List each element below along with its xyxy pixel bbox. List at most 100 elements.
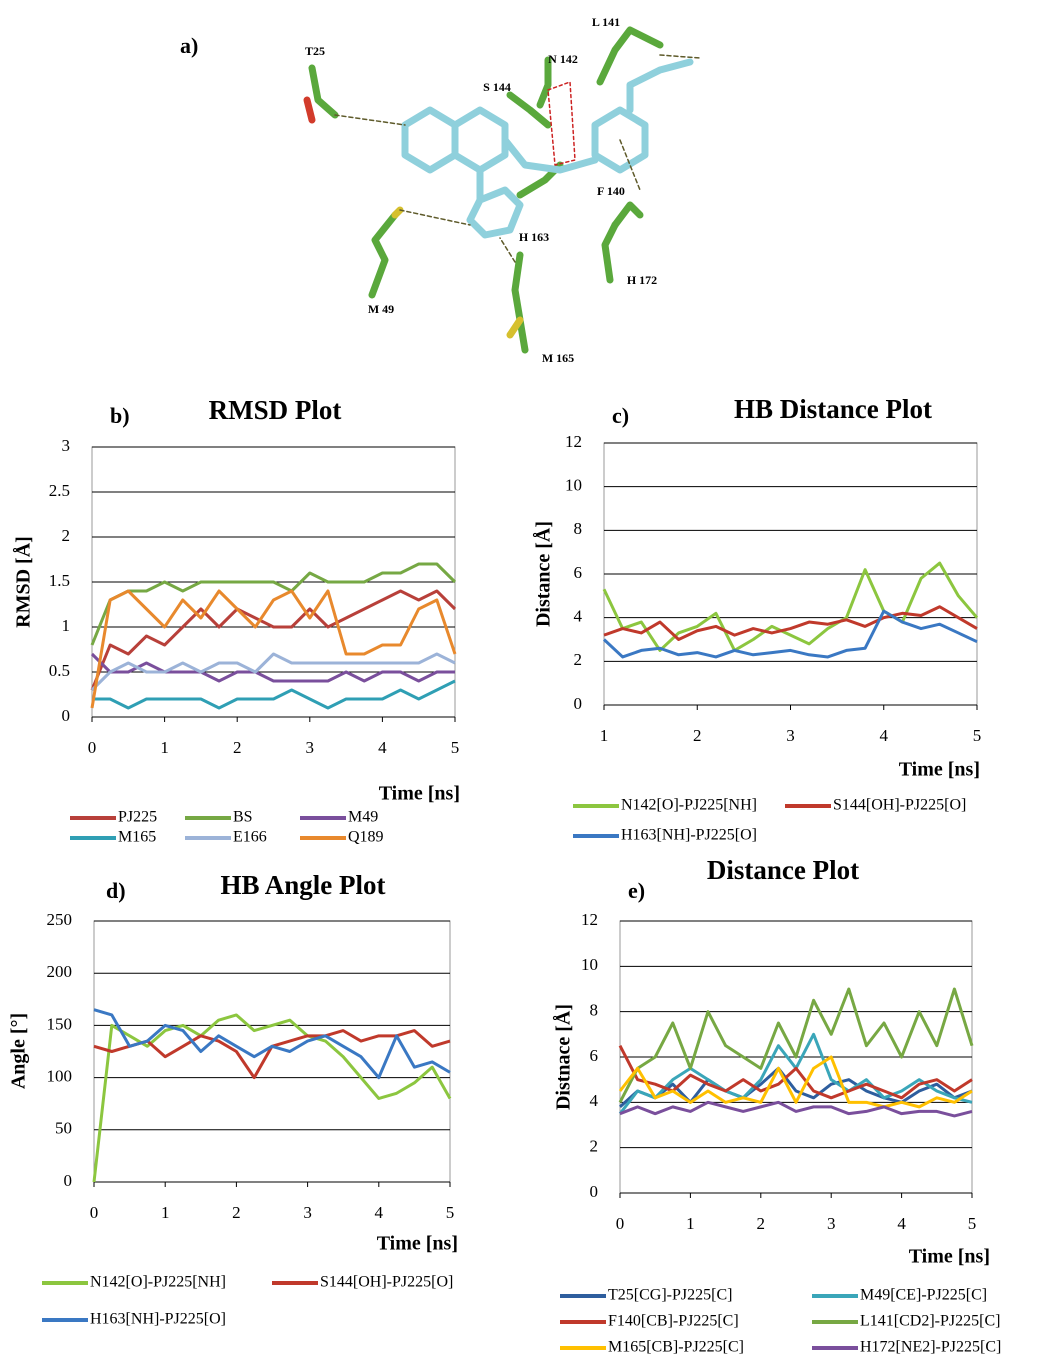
chart-title: RMSD Plot — [209, 395, 342, 425]
legend-label: E166 — [233, 829, 267, 846]
y-axis-label: RMSD [Å] — [12, 536, 35, 628]
series-line — [620, 1057, 972, 1107]
panel-label: d) — [106, 878, 126, 903]
panel-label: c) — [612, 403, 629, 428]
x-tick-label: 3 — [786, 726, 795, 745]
y-axis-label: Angle [°] — [8, 1013, 30, 1089]
x-tick-label: 2 — [232, 1203, 241, 1222]
legend-label: M165 — [118, 829, 156, 846]
series-line — [92, 681, 455, 708]
legend-label: S144[OH]-PJ225[O] — [833, 797, 966, 814]
legend-label: N142[O]-PJ225[NH] — [90, 1274, 226, 1291]
residue-label: T25 — [305, 44, 325, 58]
y-axis-label: Distance [Å] — [532, 521, 555, 627]
y-tick-label: 12 — [581, 910, 598, 929]
x-tick-label: 5 — [451, 738, 460, 757]
x-tick-label: 1 — [161, 1203, 170, 1222]
x-tick-label: 1 — [686, 1214, 695, 1233]
y-tick-label: 8 — [574, 519, 583, 538]
y-tick-label: 50 — [55, 1119, 72, 1138]
y-tick-label: 2 — [62, 526, 71, 545]
x-tick-label: 3 — [303, 1203, 312, 1222]
y-tick-label: 1.5 — [49, 571, 70, 590]
chart-title: HB Angle Plot — [220, 870, 385, 900]
y-tick-label: 4 — [590, 1091, 599, 1110]
residue-label: M 165 — [542, 351, 574, 365]
y-tick-label: 6 — [574, 563, 583, 582]
legend-label: N142[O]-PJ225[NH] — [621, 797, 757, 814]
x-tick-label: 4 — [897, 1214, 906, 1233]
x-tick-label: 2 — [693, 726, 702, 745]
y-tick-label: 0 — [590, 1182, 599, 1201]
series-line — [92, 564, 455, 645]
y-tick-label: 10 — [581, 955, 598, 974]
x-axis-label: Time [ns] — [899, 759, 980, 781]
x-tick-label: 4 — [378, 738, 387, 757]
panel-label: e) — [628, 878, 645, 903]
residue-label: S 144 — [483, 80, 511, 94]
y-tick-label: 2 — [590, 1137, 599, 1156]
legend-label: M165[CB]-PJ225[C] — [608, 1339, 744, 1356]
y-tick-label: 150 — [47, 1014, 73, 1033]
x-tick-label: 0 — [616, 1214, 625, 1233]
x-tick-label: 1 — [600, 726, 609, 745]
y-tick-label: 0 — [574, 694, 583, 713]
figure: a)T25L 141N 142S 144F 140H 163H 172M 49M… — [0, 0, 1040, 1359]
residue-label: F 140 — [597, 184, 625, 198]
legend-label: F140[CB]-PJ225[C] — [608, 1313, 739, 1330]
legend-label: BS — [233, 809, 253, 826]
x-axis-label: Time [ns] — [377, 1233, 458, 1255]
y-tick-label: 4 — [574, 607, 583, 626]
x-tick-label: 4 — [880, 726, 889, 745]
legend-label: M49 — [348, 809, 378, 826]
series-line — [604, 563, 977, 650]
residue-label: L 141 — [592, 15, 620, 29]
x-axis-label: Time [ns] — [909, 1246, 990, 1268]
y-tick-label: 0 — [64, 1171, 73, 1190]
legend-label: H163[NH]-PJ225[O] — [90, 1311, 226, 1328]
x-axis-label: Time [ns] — [379, 783, 460, 805]
chart-title: Distance Plot — [707, 855, 859, 885]
series-line — [92, 654, 455, 681]
series-line — [92, 591, 455, 690]
x-tick-label: 3 — [827, 1214, 836, 1233]
y-axis-label: Distnace [Å] — [552, 1004, 575, 1110]
legend-label: H163[NH]-PJ225[O] — [621, 827, 757, 844]
legend-label: Q189 — [348, 829, 384, 846]
y-tick-label: 2 — [574, 650, 583, 669]
y-tick-label: 8 — [590, 1001, 599, 1020]
plot-area — [94, 921, 450, 1182]
y-tick-label: 12 — [565, 432, 582, 451]
residue-label: H 172 — [627, 273, 657, 287]
legend-label: S144[OH]-PJ225[O] — [320, 1274, 453, 1291]
y-tick-label: 200 — [47, 962, 73, 981]
x-tick-label: 5 — [446, 1203, 455, 1222]
series-line — [94, 1010, 450, 1078]
y-tick-label: 3 — [62, 436, 71, 455]
y-tick-label: 2.5 — [49, 481, 70, 500]
x-tick-label: 0 — [90, 1203, 99, 1222]
x-tick-label: 1 — [160, 738, 169, 757]
legend-label: H172[NE2]-PJ225[C] — [860, 1339, 1001, 1356]
y-tick-label: 0 — [62, 706, 71, 725]
legend-label: T25[CG]-PJ225[C] — [608, 1287, 732, 1304]
y-tick-label: 100 — [47, 1067, 73, 1086]
residue-label: H 163 — [519, 230, 549, 244]
x-tick-label: 4 — [375, 1203, 384, 1222]
y-tick-label: 1 — [62, 616, 71, 635]
x-tick-label: 3 — [306, 738, 315, 757]
residue-label: M 49 — [368, 302, 394, 316]
panel-label: b) — [110, 403, 130, 428]
series-line — [620, 1102, 972, 1116]
molecule — [307, 30, 700, 350]
y-tick-label: 250 — [47, 910, 73, 929]
y-tick-label: 6 — [590, 1046, 599, 1065]
x-tick-label: 2 — [757, 1214, 766, 1233]
residue-label: N 142 — [548, 52, 578, 66]
y-tick-label: 10 — [565, 476, 582, 495]
legend-label: L141[CD2]-PJ225[C] — [860, 1313, 1000, 1330]
x-tick-label: 2 — [233, 738, 242, 757]
x-tick-label: 5 — [968, 1214, 977, 1233]
y-tick-label: 0.5 — [49, 661, 70, 680]
chart-title: HB Distance Plot — [734, 394, 932, 424]
